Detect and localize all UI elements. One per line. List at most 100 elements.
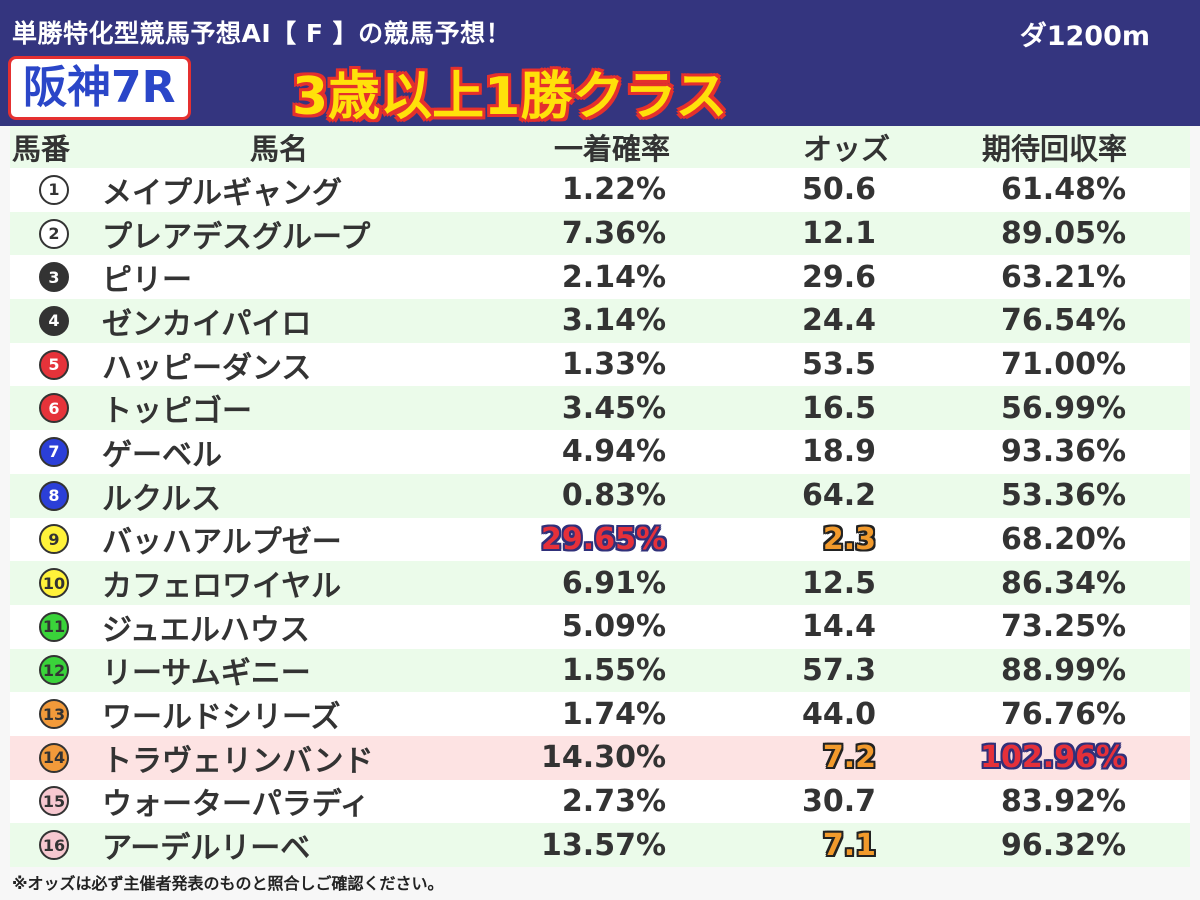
table-row: 15 ウォーターパラディ 2.73% 30.7 83.92% [10, 779, 1190, 824]
win-probability: 1.22% [460, 168, 666, 212]
expected-return-text: 93.36% [1001, 434, 1126, 470]
win-probability: 29.65% [460, 518, 666, 562]
odds-text: 50.6 [801, 172, 876, 208]
horse-name-text: メイプルギャング [102, 175, 342, 211]
odds-text: 57.3 [801, 652, 876, 688]
win-probability: 5.09% [460, 605, 666, 649]
expected-return-text: 96.32% [1001, 827, 1126, 863]
table-row: 10 カフェロワイヤル 6.91% 12.5 86.34% [10, 561, 1190, 605]
horse-number-cell: 2 [30, 212, 78, 256]
horse-number-badge: 2 [39, 218, 69, 249]
horse-number-cell: 7 [30, 430, 78, 474]
horse-name: ハッピーダンス [102, 343, 462, 387]
odds-text: 44.0 [801, 696, 876, 732]
horse-name-text: ウォーターパラディ [102, 787, 370, 823]
horse-number-badge: 14 [39, 742, 69, 773]
odds-text: 7.1 [822, 827, 876, 863]
win-probability: 14.30% [460, 736, 666, 780]
expected-return: 83.92% [910, 780, 1126, 824]
odds: 16.5 [710, 386, 876, 430]
win-probability-text: 1.22% [561, 172, 666, 208]
horse-number-badge: 5 [39, 349, 69, 380]
win-probability-text: 6.91% [561, 565, 666, 601]
expected-return: 53.36% [910, 474, 1126, 518]
horse-number-badge: 10 [39, 568, 69, 599]
odds-text: 30.7 [801, 783, 876, 819]
horse-number-cell: 13 [30, 692, 78, 736]
horse-name: ピリー [102, 255, 462, 299]
horse-name-text: ゼンカイパイロ [102, 306, 312, 342]
horse-number-badge: 3 [39, 262, 69, 293]
header-name: 馬名 [250, 132, 309, 166]
odds: 14.4 [710, 605, 876, 649]
table-row: 14 トラヴェリンバンド 14.30% 7.2 102.96% [10, 735, 1190, 780]
odds-text: 29.6 [801, 259, 876, 295]
horse-name-text: ハッピーダンス [102, 350, 312, 386]
odds: 2.3 [710, 518, 876, 562]
horse-name: トッピゴー [102, 386, 462, 430]
horse-number-cell: 11 [30, 605, 78, 649]
odds-text: 64.2 [801, 478, 876, 514]
table-row: 1 メイプルギャング 1.22% 50.6 61.48% [10, 168, 1190, 212]
odds-text: 16.5 [801, 390, 876, 426]
expected-return-text: 63.21% [1001, 259, 1126, 295]
table-row: 8 ルクルス 0.83% 64.2 53.36% [10, 473, 1190, 518]
win-probability-text: 14.30% [541, 740, 666, 776]
expected-return: 86.34% [910, 561, 1126, 605]
horse-name-text: ピリー [102, 263, 192, 299]
table-row: 4 ゼンカイパイロ 3.14% 24.4 76.54% [10, 299, 1190, 343]
horse-number-cell: 12 [30, 649, 78, 693]
odds: 7.1 [710, 823, 876, 867]
expected-return-text: 53.36% [1001, 478, 1126, 514]
win-probability: 3.14% [460, 299, 666, 343]
horse-name-text: プレアデスグループ [102, 219, 371, 255]
expected-return: 93.36% [910, 430, 1126, 474]
odds: 53.5 [710, 343, 876, 387]
win-probability-text: 2.73% [561, 783, 666, 819]
odds: 50.6 [710, 168, 876, 212]
odds-text: 53.5 [801, 347, 876, 383]
page-title: 単勝特化型競馬予想AI【 F 】の競馬予想！ [12, 19, 512, 48]
horse-number-cell: 15 [30, 780, 78, 824]
horse-number-badge: 1 [39, 174, 69, 205]
expected-return-text: 86.34% [1001, 565, 1126, 601]
horse-number-cell: 14 [30, 736, 78, 780]
win-probability-text: 1.55% [561, 652, 666, 688]
horse-name-text: ワールドシリーズ [102, 700, 341, 736]
expected-return: 76.76% [910, 692, 1126, 736]
horse-name: トラヴェリンバンド [102, 736, 462, 780]
win-probability: 2.14% [460, 255, 666, 299]
win-probability-text: 7.36% [561, 216, 666, 252]
horse-number-badge: 12 [39, 655, 69, 686]
race-distance: ダ1200m [1019, 21, 1150, 52]
expected-return: 73.25% [910, 605, 1126, 649]
odds-text: 12.1 [801, 216, 876, 252]
horse-number-badge: 7 [39, 436, 69, 467]
header-num: 馬番 [12, 132, 71, 166]
table-row: 13 ワールドシリーズ 1.74% 44.0 76.76% [10, 692, 1190, 736]
expected-return: 96.32% [910, 823, 1126, 867]
expected-return: 76.54% [910, 299, 1126, 343]
horse-name-text: カフェロワイヤル [102, 569, 342, 605]
expected-return: 63.21% [910, 255, 1126, 299]
odds: 12.5 [710, 561, 876, 605]
expected-return-text: 73.25% [1001, 609, 1126, 645]
header-bar: 単勝特化型競馬予想AI【 F 】の競馬予想！ ダ1200m 阪神7R 3歳以上1… [0, 0, 1200, 127]
win-probability: 2.73% [460, 780, 666, 824]
odds: 12.1 [710, 212, 876, 256]
expected-return-text: 56.99% [1001, 390, 1126, 426]
odds: 57.3 [710, 649, 876, 693]
header-return: 期待回収率 [982, 132, 1128, 166]
horse-name: ウォーターパラディ [102, 780, 462, 824]
horse-number-cell: 8 [30, 474, 78, 518]
odds: 64.2 [710, 474, 876, 518]
win-probability-text: 0.83% [561, 478, 666, 514]
table-body: 1 メイプルギャング 1.22% 50.6 61.48% 2 プレアデスグループ 7.36% 1… [10, 168, 1190, 867]
horse-number-cell: 9 [30, 518, 78, 562]
table-row: 9 バッハアルプゼー 29.65% 2.3 68.20% [10, 517, 1190, 562]
horse-name: カフェロワイヤル [102, 561, 462, 605]
win-probability-text: 1.33% [561, 347, 666, 383]
expected-return-text: 71.00% [1001, 347, 1126, 383]
horse-name-text: ルクルス [102, 481, 222, 517]
expected-return: 68.20% [910, 518, 1126, 562]
